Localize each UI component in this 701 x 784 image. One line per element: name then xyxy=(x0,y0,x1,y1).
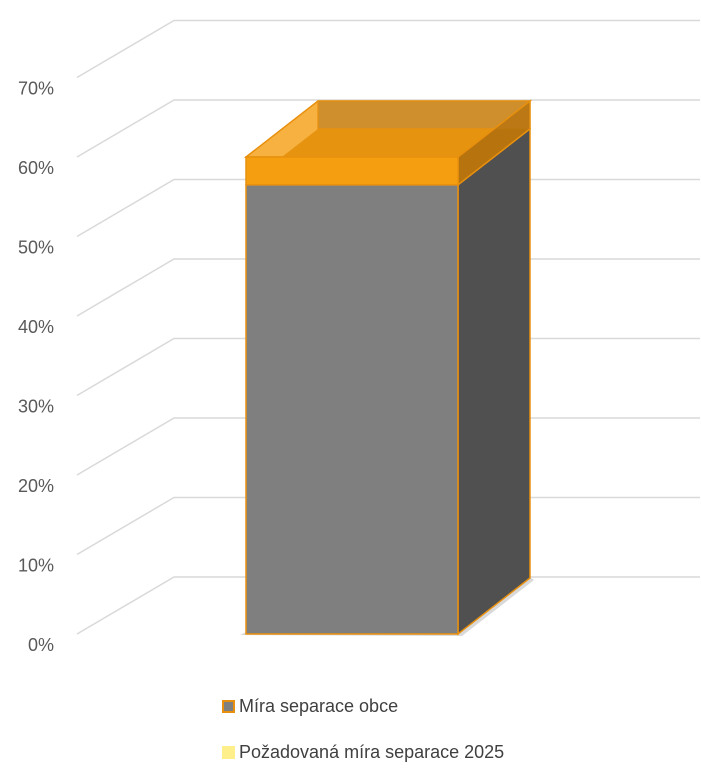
y-tick-label: 70% xyxy=(18,79,54,99)
legend: Míra separace obce Požadovaná míra separ… xyxy=(222,692,504,784)
bar-obce-side xyxy=(457,127,531,636)
chart-canvas: 0% 10% 20% 30% 40% 50% 60% 70% xyxy=(18,19,700,655)
y-tick-label: 20% xyxy=(18,476,54,496)
legend-swatch-pozadovana-mira-separace xyxy=(222,745,235,759)
bar-target-front xyxy=(245,156,459,186)
gridline xyxy=(76,99,700,158)
y-tick-label: 30% xyxy=(18,397,54,417)
gridline xyxy=(76,19,700,79)
y-tick-label: 60% xyxy=(18,158,54,178)
legend-item-pozadovana-mira-separace: Požadovaná míra separace 2025 xyxy=(222,738,504,766)
y-tick-label: 50% xyxy=(18,238,54,258)
y-tick-label: 40% xyxy=(18,317,54,337)
legend-swatch-mira-separace-obce xyxy=(222,699,235,713)
legend-label-pozadovana-mira-separace: Požadovaná míra separace 2025 xyxy=(239,741,505,762)
bar-target-back xyxy=(317,100,531,130)
y-tick-label: 10% xyxy=(18,556,54,576)
y-tick-label: 0% xyxy=(28,635,54,655)
legend-item-mira-separace-obce: Míra separace obce xyxy=(222,692,504,720)
bar-obce-front xyxy=(245,184,459,635)
legend-label-mira-separace-obce: Míra separace obce xyxy=(239,695,399,716)
